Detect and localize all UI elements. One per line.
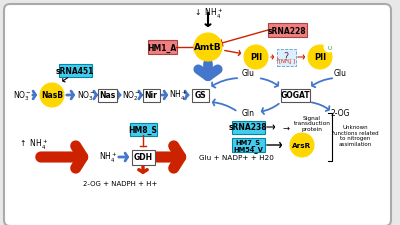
Text: NH$_4^+$: NH$_4^+$ [169, 88, 187, 103]
Text: sRNA238: sRNA238 [229, 123, 267, 132]
Circle shape [40, 84, 64, 108]
FancyBboxPatch shape [148, 41, 176, 55]
Text: HM7_S
HM54_V: HM7_S HM54_V [233, 138, 263, 153]
Circle shape [290, 133, 314, 157]
Text: GDH: GDH [134, 153, 152, 162]
Circle shape [324, 43, 334, 53]
Circle shape [194, 34, 222, 62]
Text: 2-OG + NADPH + H+: 2-OG + NADPH + H+ [83, 180, 157, 186]
Text: Gln: Gln [242, 108, 254, 117]
Text: ArsR: ArsR [292, 142, 312, 148]
Text: AmtB: AmtB [194, 43, 222, 52]
Text: U: U [327, 45, 331, 50]
FancyBboxPatch shape [142, 89, 160, 102]
Text: Glu + NADP+ + H20: Glu + NADP+ + H20 [198, 154, 274, 160]
Text: HM8_S: HM8_S [128, 125, 158, 134]
Text: sRNA451: sRNA451 [56, 66, 94, 75]
Text: NasB: NasB [41, 91, 63, 100]
FancyBboxPatch shape [232, 138, 264, 152]
Text: Glu: Glu [242, 69, 254, 78]
Text: Nas: Nas [99, 91, 115, 100]
FancyBboxPatch shape [58, 64, 92, 77]
Text: PII: PII [314, 53, 326, 62]
FancyBboxPatch shape [280, 89, 310, 102]
Circle shape [308, 46, 332, 70]
Text: NH$_4^+$: NH$_4^+$ [99, 150, 117, 164]
Text: NO$_3^-$: NO$_3^-$ [12, 89, 32, 102]
Text: ?: ? [284, 52, 288, 62]
Text: GOGAT: GOGAT [280, 91, 310, 100]
FancyBboxPatch shape [192, 89, 208, 102]
Circle shape [244, 46, 268, 70]
Text: GS: GS [194, 91, 206, 100]
Text: $\rightarrow$: $\rightarrow$ [281, 123, 291, 132]
Text: $\downarrow$ NH$_4^+$: $\downarrow$ NH$_4^+$ [193, 7, 223, 21]
Text: 2-OG: 2-OG [330, 108, 350, 117]
FancyBboxPatch shape [232, 121, 264, 134]
FancyBboxPatch shape [130, 123, 156, 136]
Text: NO$_2^-$: NO$_2^-$ [122, 89, 140, 102]
Text: sRNA228: sRNA228 [268, 26, 306, 35]
Text: Glu: Glu [334, 69, 346, 78]
Text: HM1_A: HM1_A [147, 43, 177, 52]
Text: Nir: Nir [144, 91, 158, 100]
FancyBboxPatch shape [4, 5, 391, 225]
Text: $\uparrow$ NH$_4^+$: $\uparrow$ NH$_4^+$ [18, 138, 48, 152]
FancyBboxPatch shape [98, 89, 116, 102]
FancyBboxPatch shape [276, 49, 296, 66]
Text: $^{\#}$[NH$_4^+$]: $^{\#}$[NH$_4^+$] [275, 56, 297, 66]
Text: Signal
transduction
protein: Signal transduction protein [294, 115, 330, 132]
Text: Unknown
functions related
to nitrogen
assimilation: Unknown functions related to nitrogen as… [332, 124, 378, 146]
Text: PII: PII [250, 53, 262, 62]
FancyBboxPatch shape [132, 150, 154, 165]
FancyBboxPatch shape [268, 24, 306, 38]
Text: NO$_3^-$: NO$_3^-$ [76, 89, 96, 102]
